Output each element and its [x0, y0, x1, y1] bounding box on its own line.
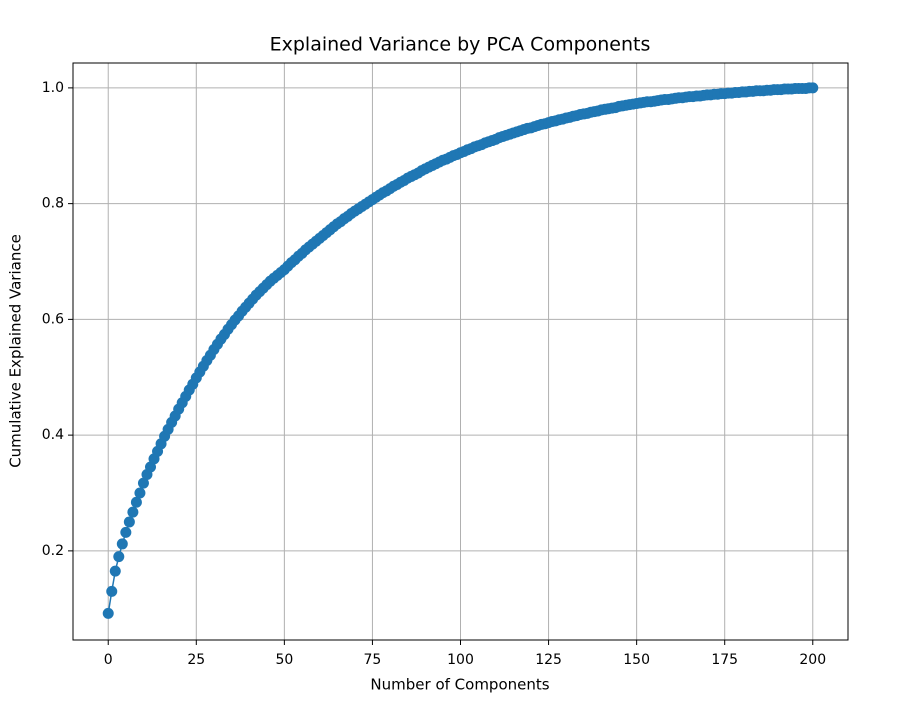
data-point [120, 526, 132, 538]
x-tick-label: 100 [447, 652, 474, 668]
data-point [116, 538, 128, 550]
y-tick-label: 0.8 [42, 196, 64, 212]
y-tick-label: 0.6 [42, 311, 64, 327]
grid-layer [73, 63, 848, 640]
x-axis-label: Number of Components [370, 676, 549, 694]
x-tick-label: 75 [364, 652, 382, 668]
y-tick-label: 0.2 [42, 543, 64, 559]
x-tick-label: 50 [275, 652, 293, 668]
y-tick-label: 1.0 [42, 80, 64, 96]
x-tick-label: 175 [711, 652, 738, 668]
x-tick-label: 200 [799, 652, 826, 668]
x-tick-label: 125 [535, 652, 562, 668]
data-point [109, 565, 121, 577]
x-tick-label: 25 [187, 652, 205, 668]
data-point [102, 607, 114, 619]
x-tick-label: 0 [104, 652, 113, 668]
data-point [127, 506, 139, 518]
data-point [134, 487, 146, 499]
y-tick-label: 0.4 [42, 427, 64, 443]
chart-title: Explained Variance by PCA Components [270, 34, 651, 56]
data-point [106, 585, 118, 597]
data-point [123, 516, 135, 528]
data-point [137, 477, 149, 489]
data-point [113, 551, 125, 563]
x-tick-label: 150 [623, 652, 650, 668]
data-point [130, 496, 142, 508]
data-point [807, 82, 819, 94]
y-axis-label: Cumulative Explained Variance [7, 234, 25, 468]
plot-layer [102, 82, 819, 619]
